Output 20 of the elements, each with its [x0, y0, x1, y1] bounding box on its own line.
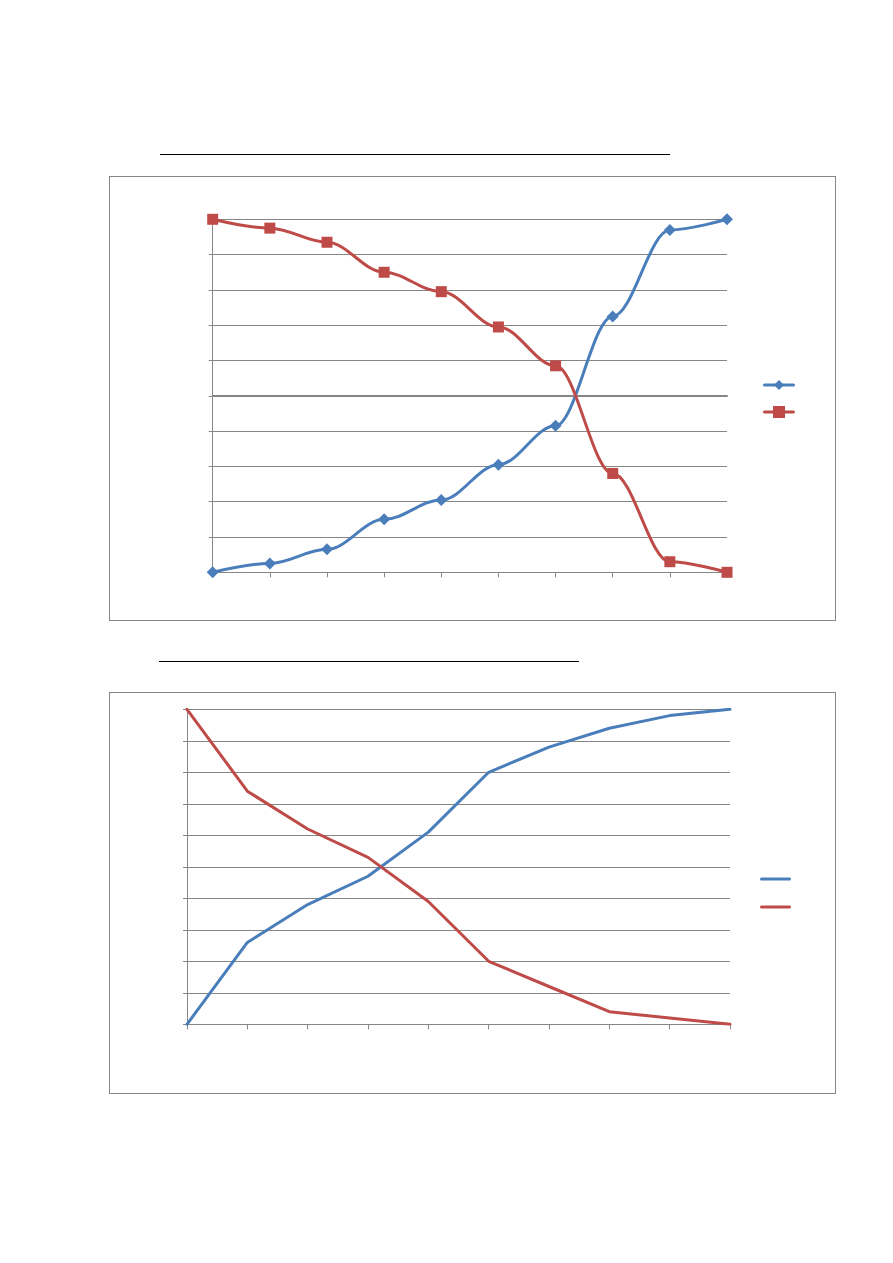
point — [549, 419, 562, 432]
point — [435, 493, 448, 506]
point — [320, 543, 333, 556]
point — [664, 556, 676, 568]
point — [606, 310, 619, 323]
point — [378, 266, 390, 278]
point — [492, 458, 505, 471]
point — [721, 213, 733, 226]
point — [607, 467, 619, 479]
point — [263, 557, 276, 570]
point — [264, 222, 276, 234]
point — [206, 566, 219, 579]
point — [550, 360, 562, 372]
point — [435, 286, 447, 298]
point — [721, 566, 733, 578]
point — [492, 321, 504, 333]
point — [378, 513, 391, 526]
point — [207, 213, 219, 225]
point — [663, 223, 676, 236]
point — [321, 236, 333, 248]
